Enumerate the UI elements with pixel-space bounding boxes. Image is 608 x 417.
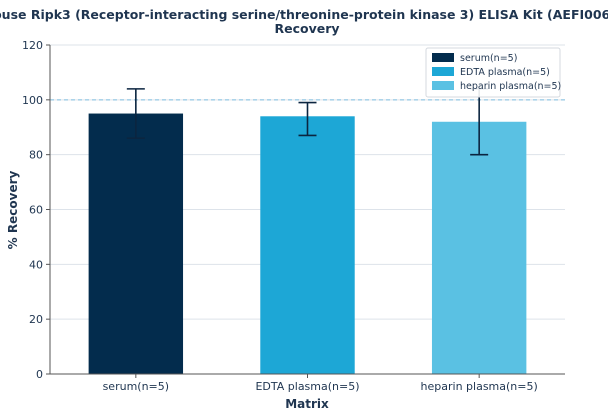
legend-label: EDTA plasma(n=5) [460,67,550,78]
y-axis-label: % Recovery [6,171,20,250]
chart-title: Mouse Ripk3 (Receptor-interacting serine… [0,7,608,22]
legend: serum(n=5) EDTA plasma(n=5) heparin plasma… [425,47,561,98]
bars [88,113,527,375]
legend-swatch [432,81,454,90]
legend-label: serum(n=5) [460,53,517,64]
legend-box [425,47,561,98]
x-axis-label: Matrix [285,397,329,411]
y-tick-label: 120 [22,39,43,52]
chart-subtitle: Recovery [274,21,339,36]
bar [88,113,184,375]
legend-label: heparin plasma(n=5) [460,81,561,92]
x-tick-label: EDTA plasma(n=5) [255,380,359,393]
legend-swatch [432,53,454,62]
y-tick-label: 100 [22,94,43,107]
y-tick-label: 60 [29,204,43,217]
x-tick-label: serum(n=5) [103,380,169,393]
error-bars [126,88,489,156]
x-ticks: serum(n=5) EDTA plasma(n=5) heparin plasma… [103,374,538,393]
y-tick-label: 0 [36,368,43,381]
y-tick-label: 80 [29,149,43,162]
y-ticks: 0 20 40 60 80 100 120 [22,39,50,381]
y-tick-label: 20 [29,313,43,326]
bar [431,121,527,375]
x-tick-label: heparin plasma(n=5) [421,380,538,393]
y-tick-label: 40 [29,258,43,271]
bar [260,116,355,375]
legend-swatch [432,67,454,76]
